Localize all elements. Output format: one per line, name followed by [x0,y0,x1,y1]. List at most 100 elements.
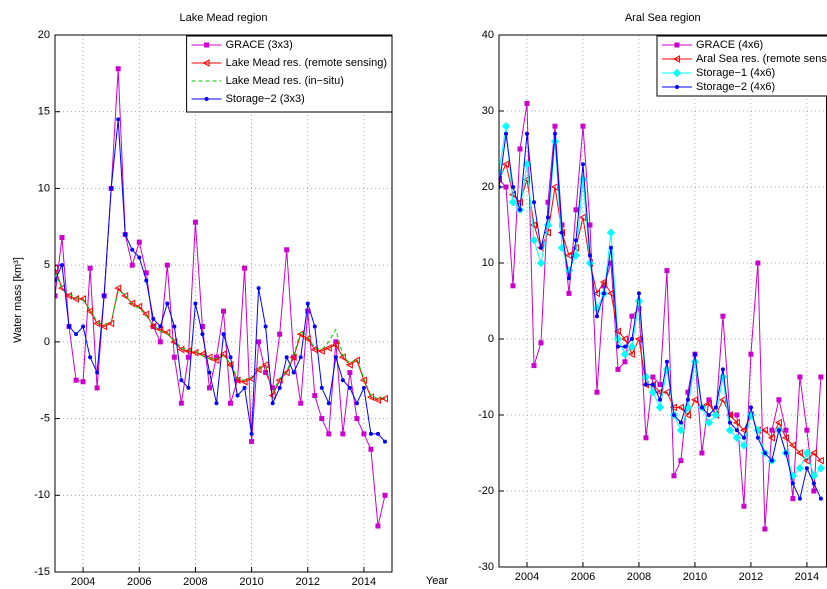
plot-area [499,100,826,532]
marker [179,378,184,383]
marker [678,458,684,464]
marker [592,289,600,298]
x-tick-label: 2012 [739,571,763,583]
marker [601,291,606,296]
marker [672,68,682,78]
y-tick-label: 20 [38,29,50,41]
marker [510,283,516,289]
marker [725,425,735,435]
marker [739,441,749,450]
marker [608,245,613,250]
marker [674,42,680,48]
marker [578,213,586,222]
marker [531,200,536,205]
legend-box [186,35,393,113]
marker [499,175,502,184]
marker [298,400,304,406]
marker [319,416,325,422]
marker [73,377,79,383]
marker [305,301,310,306]
marker [228,400,234,406]
y-tick-label: -20 [478,485,494,497]
marker [136,239,142,245]
marker [650,374,656,380]
marker [578,175,588,184]
series-line [499,133,822,501]
marker [720,313,726,319]
marker [368,431,373,436]
marker [235,393,240,398]
marker [380,394,388,403]
marker [699,405,704,410]
marker [606,289,614,298]
marker [713,405,718,410]
y-tick-label: 0 [488,333,494,345]
legend-label: Storage−2 (3x3) [226,93,305,105]
marker [517,207,522,212]
marker [193,301,198,306]
marker [531,363,537,369]
marker [671,413,676,417]
marker [634,335,642,343]
marker [552,131,557,136]
marker [129,262,135,268]
marker [629,313,635,319]
marker [594,314,599,319]
marker [741,503,747,509]
series-line [55,119,386,442]
marker [620,349,630,359]
marker [382,492,388,498]
marker [559,230,564,235]
marker [55,264,58,273]
marker [515,198,523,207]
marker [790,496,796,502]
marker [207,370,212,375]
marker [249,431,254,436]
marker [508,197,518,207]
marker [629,337,634,341]
marker [121,291,129,300]
marker [206,385,212,391]
marker [158,324,163,329]
marker [685,397,690,402]
marker [94,385,100,391]
y-tick-label: -15 [34,566,50,578]
marker [620,335,628,343]
marker [109,186,114,191]
marker [524,100,530,106]
marker [692,352,697,357]
x-tick-label: 2010 [239,576,263,588]
marker [242,265,248,271]
y-tick-label: -30 [478,561,494,573]
marker [776,428,781,433]
marker [748,405,753,410]
marker [345,361,353,369]
marker [585,258,595,268]
marker [67,324,72,329]
marker [200,332,205,337]
marker [683,411,691,419]
marker [587,222,593,228]
y-tick-label: -5 [40,412,50,424]
marker [228,355,233,360]
marker [811,488,817,494]
x-tick-label: 2006 [127,576,151,588]
marker [674,85,679,89]
marker [704,399,712,408]
legend-label: Lake Mead res. (in−situ) [226,75,344,87]
marker [368,446,374,452]
marker [706,413,711,417]
marker [524,131,529,136]
marker [734,412,740,418]
marker [797,374,803,380]
marker [501,121,511,131]
marker [340,431,346,437]
legend-label: Lake Mead res. (remote sensing) [226,57,387,69]
x-tick-label: 2004 [515,571,539,583]
marker [566,290,572,296]
y-tick-label: 20 [482,181,494,193]
marker [503,184,509,190]
marker [704,418,714,427]
marker [669,403,677,412]
